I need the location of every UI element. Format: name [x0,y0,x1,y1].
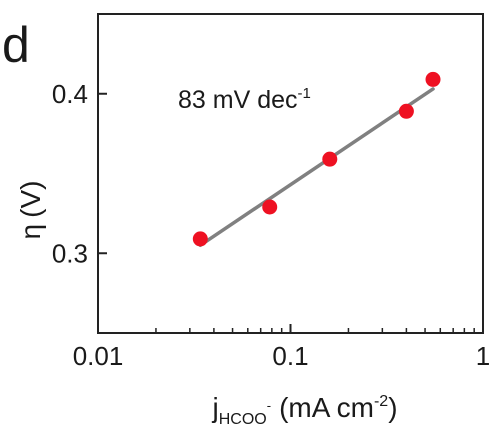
y-axis-label-symbol: η [15,224,46,240]
fit-line [198,87,435,248]
x-tick-label: 0.01 [73,341,124,371]
x-axis-label-symbol: j [211,392,218,423]
data-point [398,103,414,119]
x-tick-label: 0.1 [272,341,308,371]
x-tick-label: 1 [476,341,490,371]
slope-annotation: 83 mV dec-1 [178,85,311,114]
data-points [192,71,441,247]
data-point [262,199,278,215]
panel-label: d [2,17,30,73]
x-axis-label-unit: (mA cm [279,392,374,423]
x-axis-label-unit-superscript: -2 [374,393,388,410]
y-tick-label: 0.4 [52,79,88,109]
x-axis-label-subscript-superscript: - [267,398,271,413]
ticks: 0.01 0.1 1 0.3 0.4 [52,79,490,371]
x-axis-label: jHCOO- (mA cm-2) [211,392,397,428]
y-axis-label-unit: (V) [15,181,46,218]
fit-line-group [198,87,435,248]
slope-annotation-superscript: -1 [298,85,311,102]
slope-annotation-text: 83 mV dec [178,86,298,114]
data-point [192,231,208,247]
plot-axes [97,13,484,334]
y-tick-label: 0.3 [52,238,88,268]
data-point [322,151,338,167]
data-point [425,71,441,87]
x-axis-label-subscript: HCOO [219,411,267,428]
x-axis-label-unit-close: ) [388,392,397,423]
y-axis-label: η (V) [15,181,46,240]
plot-frame [97,13,484,334]
